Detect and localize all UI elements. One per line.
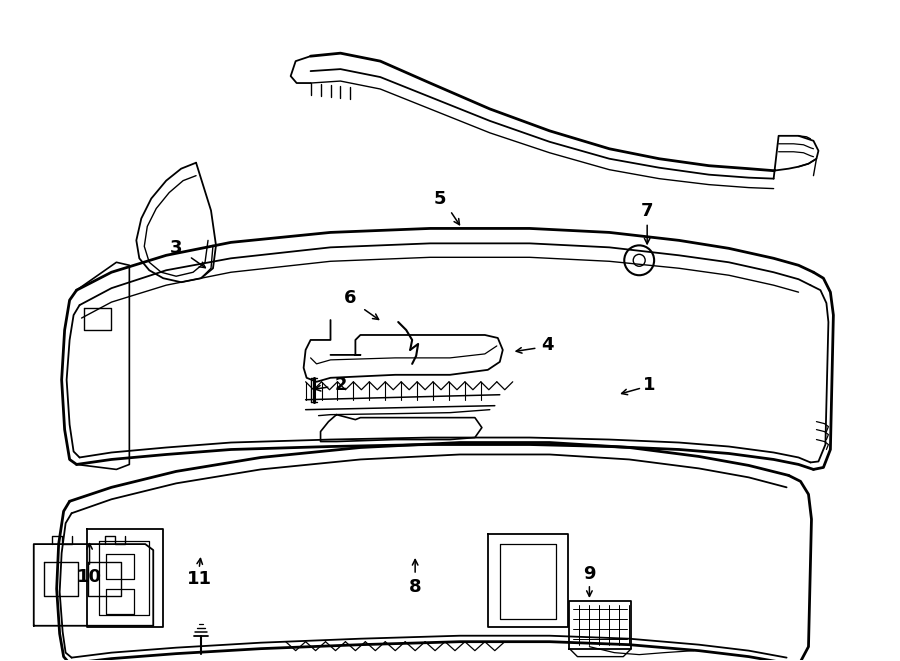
Text: 7: 7 [641, 202, 653, 219]
Text: 1: 1 [643, 375, 655, 394]
Text: 6: 6 [344, 289, 356, 307]
Text: 10: 10 [77, 568, 102, 586]
Text: 3: 3 [170, 239, 183, 257]
Text: 9: 9 [583, 565, 596, 583]
Text: 11: 11 [186, 570, 211, 588]
Text: 5: 5 [434, 190, 446, 208]
Text: 4: 4 [541, 336, 554, 354]
Text: 2: 2 [334, 375, 346, 394]
Text: 8: 8 [409, 578, 421, 596]
